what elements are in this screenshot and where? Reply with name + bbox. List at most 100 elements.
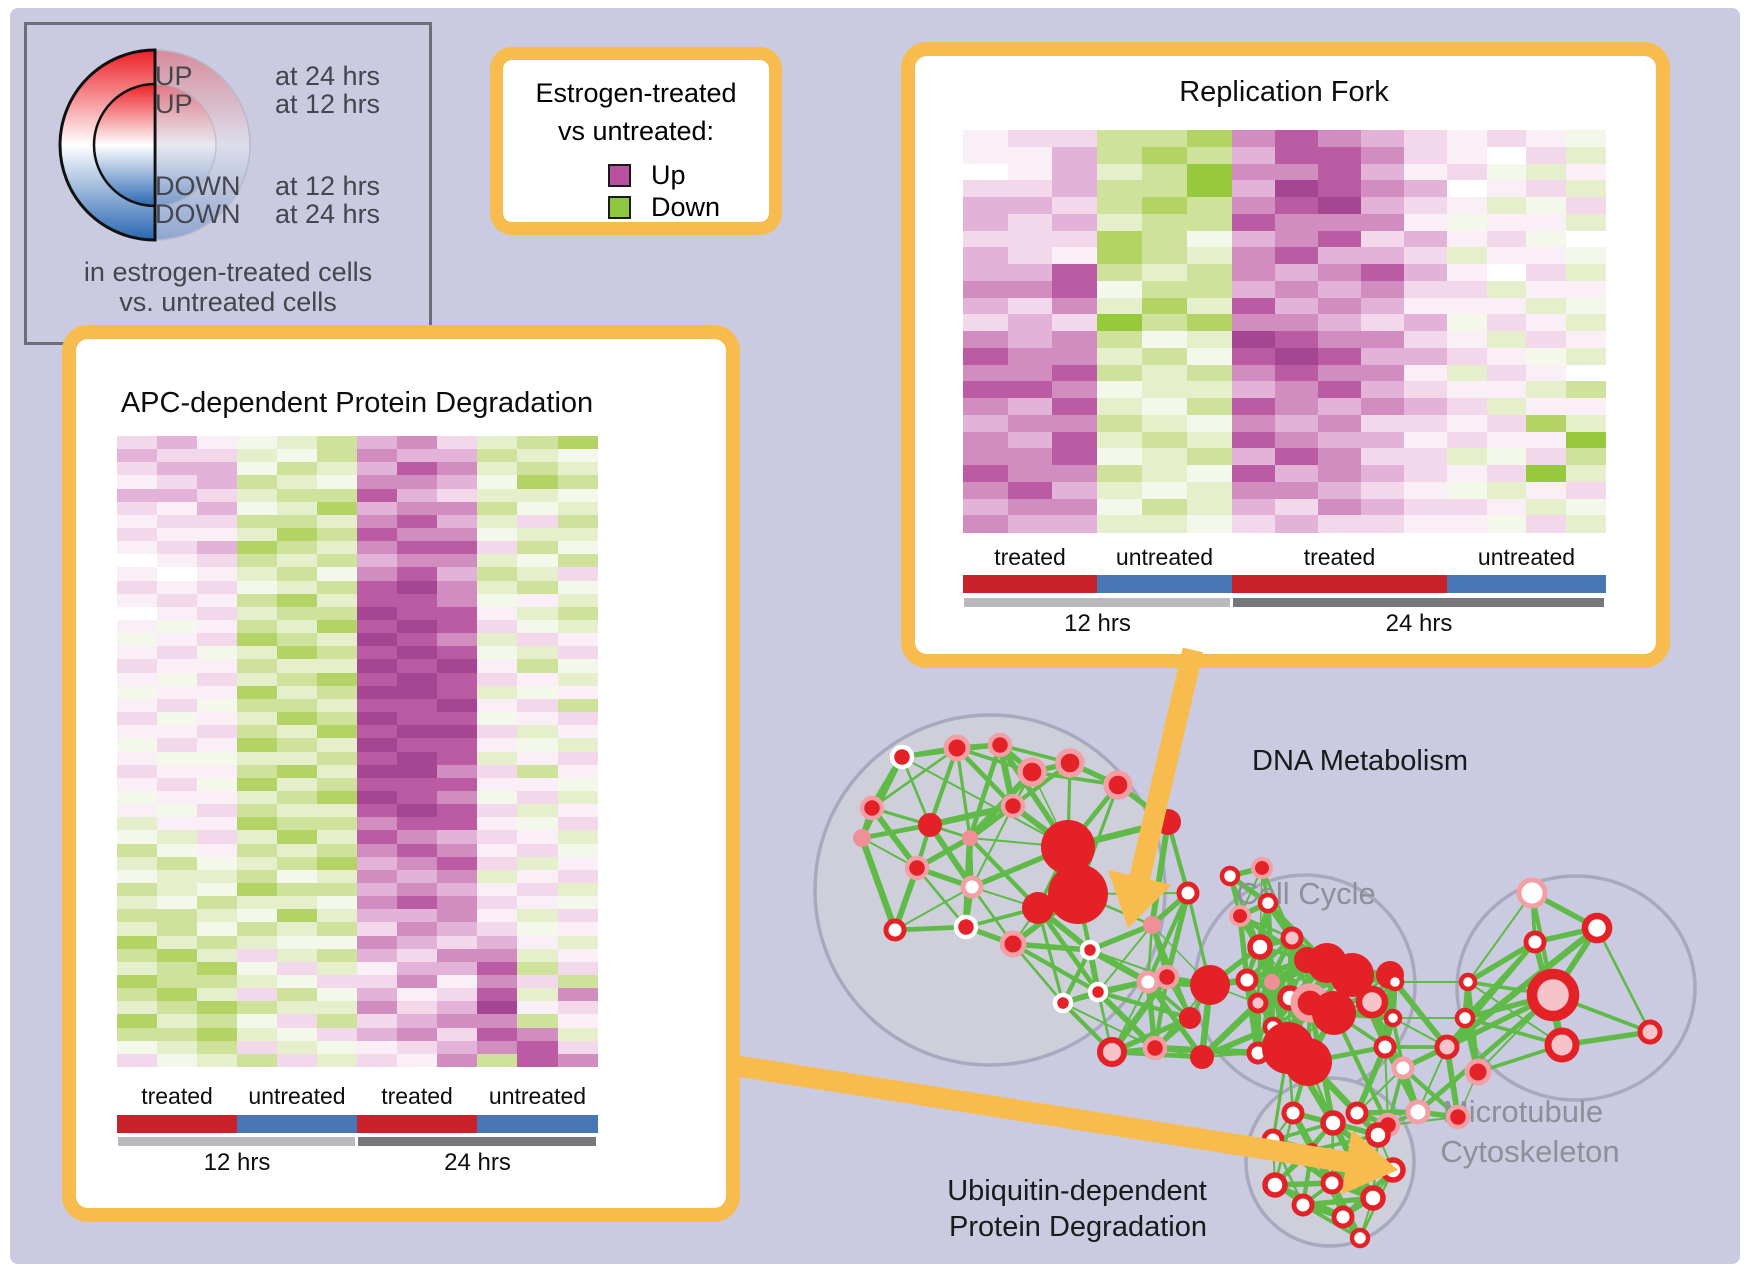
- network-node: [1345, 1101, 1369, 1125]
- network-node: [987, 732, 1013, 758]
- heatmap-cell: [1317, 314, 1361, 332]
- cluster-label-ub: Ubiquitin-dependent: [947, 1175, 1207, 1207]
- heatmap-cell: [557, 514, 598, 529]
- estrogen-legend-title-2: vs untreated:: [557, 116, 715, 146]
- heatmap-cell: [517, 593, 558, 608]
- heatmap-cell: [237, 672, 277, 687]
- heatmap-cell: [1446, 130, 1487, 148]
- heatmap-cell: [557, 856, 598, 871]
- heatmap-cell: [357, 751, 397, 766]
- heatmap-cell: [117, 817, 157, 831]
- heatmap-cell: [157, 580, 197, 595]
- heatmap-cell: [317, 685, 357, 700]
- heatmap-cell: [1486, 230, 1527, 248]
- down-12-dir: DOWN: [155, 171, 241, 201]
- heatmap-cell: [1007, 431, 1053, 449]
- heatmap-cell: [963, 331, 1008, 349]
- heatmap-cell: [963, 381, 1008, 399]
- heatmap-cell: [197, 528, 237, 542]
- heatmap-cell: [157, 817, 197, 831]
- heatmap-cell: [963, 414, 1008, 432]
- heatmap-cell: [117, 475, 157, 490]
- heatmap-cell: [517, 580, 558, 595]
- heatmap-cell: [357, 593, 397, 608]
- heatmap-cell: [317, 593, 357, 608]
- heatmap-cell: [117, 974, 157, 989]
- heatmap-cell: [517, 961, 558, 976]
- heatmap-cell: [117, 567, 157, 582]
- heatmap-cell: [357, 1001, 397, 1015]
- network-edge: [967, 744, 1003, 839]
- heatmap-cell: [477, 948, 518, 963]
- heatmap-cell: [317, 436, 357, 450]
- heatmap-row: [117, 580, 598, 595]
- heatmap-cell: [357, 554, 397, 568]
- heatmap-cell: [477, 475, 518, 490]
- heatmap-cell: [357, 738, 397, 752]
- heatmap-cell: [1096, 481, 1142, 499]
- heatmap-cell: [1186, 297, 1232, 315]
- heatmap-cell: [157, 1040, 197, 1055]
- network-node: [1360, 1185, 1386, 1211]
- heatmap-cell: [1231, 264, 1275, 282]
- heatmap-cell: [1274, 398, 1318, 416]
- heatmap-cell: [1186, 481, 1232, 499]
- network-edge: [869, 806, 920, 870]
- heatmap-cell: [557, 974, 598, 989]
- heatmap-cell: [277, 974, 317, 989]
- heatmap-cell: [1446, 431, 1487, 449]
- heatmap-cell: [437, 567, 477, 582]
- heatmap-cell: [1360, 414, 1404, 432]
- heatmap-cell: [237, 896, 277, 910]
- heatmap-cell: [397, 922, 437, 937]
- heatmap-cell: [357, 659, 397, 674]
- network-node: [1247, 934, 1273, 960]
- heatmap-cell: [1096, 297, 1142, 315]
- network-node: [1330, 953, 1374, 997]
- heatmap-cell: [117, 882, 157, 897]
- heatmap-cell: [437, 738, 477, 752]
- heatmap-cell: [357, 896, 397, 910]
- heatmap-cell: [237, 436, 277, 450]
- heatmap-cell: [1231, 247, 1275, 265]
- heatmap-cell: [197, 475, 237, 490]
- heatmap-cell: [277, 712, 317, 726]
- heatmap-cell: [517, 725, 558, 739]
- heatmap-cell: [557, 580, 598, 595]
- heatmap-cell: [1486, 197, 1527, 215]
- heatmap-cell: [157, 1053, 197, 1068]
- heatmap-cell: [1317, 381, 1361, 399]
- network-node: [889, 744, 915, 770]
- heatmap-cell: [1096, 230, 1142, 248]
- network-edge: [1011, 942, 1100, 994]
- heatmap-cell: [317, 935, 357, 950]
- heatmap-cell: [1141, 364, 1187, 382]
- heatmap-cell: [1360, 314, 1404, 332]
- heatmap-cell: [1403, 481, 1447, 499]
- heatmap-cell: [1096, 163, 1142, 181]
- heatmap-cell: [1317, 197, 1361, 215]
- heatmap-cell: [117, 436, 157, 450]
- heatmap-cell: [1052, 197, 1097, 215]
- heatmap-cell: [557, 935, 598, 950]
- heatmap-cell: [117, 1001, 157, 1015]
- heatmap-cell: [1231, 314, 1275, 332]
- heatmap-cell: [1403, 280, 1447, 298]
- group-label: untreated: [488, 1083, 587, 1109]
- heatmap-cell: [357, 909, 397, 923]
- heatmap-cell: [1231, 414, 1275, 432]
- heatmap-cell: [1566, 431, 1606, 449]
- heatmap-cell: [1566, 264, 1606, 282]
- heatmap-cell: [117, 725, 157, 739]
- heatmap-cell: [277, 554, 317, 568]
- heatmap-cell: [1446, 163, 1487, 181]
- heatmap-cell: [277, 961, 317, 976]
- heatmap-row: [117, 817, 598, 831]
- heatmap-cell: [1403, 247, 1447, 265]
- untreated-bar: [1097, 575, 1232, 593]
- heatmap-cell: [963, 264, 1008, 282]
- untreated-bar: [237, 1115, 357, 1133]
- heatmap-cell: [477, 882, 518, 897]
- heatmap-cell: [517, 948, 558, 963]
- heatmap-cell: [437, 580, 477, 595]
